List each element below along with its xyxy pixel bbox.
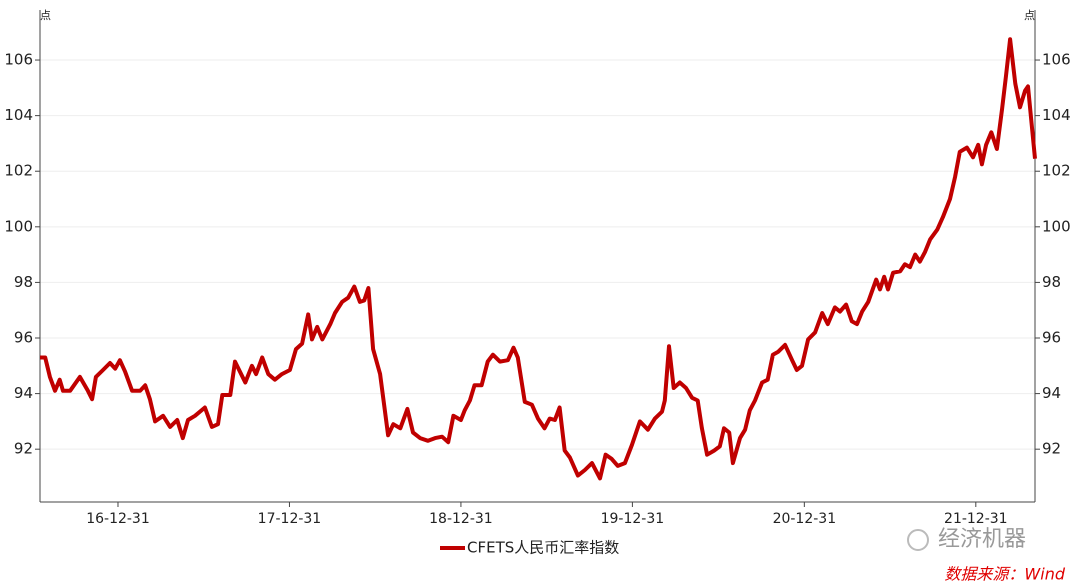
x-tick-label: 17-12-31 [258,511,322,527]
x-tick-label: 21-12-31 [944,511,1008,527]
y2-unit: 点 [1024,9,1035,22]
y-tick-label: 92 [14,440,33,458]
x-tick-label: 20-12-31 [773,511,837,527]
watermark-icon [907,529,929,551]
y-tick-label: 100 [4,217,33,235]
watermark: 经济机器 [938,527,1026,552]
y2-tick-label: 100 [1042,217,1071,235]
y2-tick-label: 98 [1042,273,1061,291]
y2-tick-label: 106 [1042,51,1071,69]
y-tick-label: 94 [14,384,33,402]
y-tick-label: 98 [14,273,33,291]
y-tick-label: 106 [4,51,33,69]
y2-tick-label: 96 [1042,329,1061,347]
y-tick-label: 96 [14,329,33,347]
y2-tick-label: 102 [1042,162,1071,180]
legend-label: CFETS人民币汇率指数 [467,539,619,557]
series-line [40,37,1037,481]
x-tick-label: 18-12-31 [429,511,493,527]
source: 数据来源：Wind [944,565,1065,584]
x-tick-label: 16-12-31 [86,511,150,527]
y-tick-label: 102 [4,162,33,180]
y2-tick-label: 94 [1042,384,1061,402]
y2-tick-label: 92 [1042,440,1061,458]
y-unit: 点 [40,9,51,22]
y-tick-label: 104 [4,106,33,124]
y2-tick-label: 104 [1042,106,1071,124]
x-tick-label: 19-12-31 [601,511,665,527]
